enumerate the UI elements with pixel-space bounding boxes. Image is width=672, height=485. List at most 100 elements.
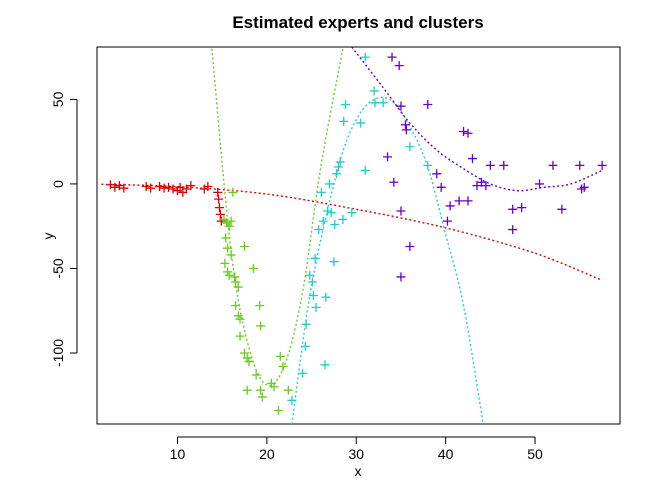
- data-point: [186, 181, 196, 191]
- data-point: [301, 319, 311, 329]
- data-point: [330, 220, 340, 230]
- data-point: [233, 282, 243, 292]
- data-point: [405, 241, 415, 251]
- data-point: [535, 179, 545, 189]
- x-tick-label: 40: [438, 446, 454, 462]
- data-point: [369, 86, 379, 96]
- data-point: [326, 208, 336, 218]
- data-point: [256, 321, 266, 331]
- data-point: [213, 187, 223, 197]
- data-point: [110, 182, 120, 192]
- data-point: [316, 187, 326, 197]
- data-point: [307, 277, 317, 287]
- data-point: [575, 160, 585, 170]
- plot-area: 10 20 30 40 50 -100 -50 0 50: [50, 46, 621, 462]
- data-point: [155, 181, 165, 191]
- data-point: [244, 356, 254, 366]
- expert-curve: [291, 96, 484, 424]
- data-point: [226, 250, 236, 260]
- data-point: [400, 120, 410, 130]
- data-point: [278, 362, 288, 372]
- data-point: [231, 301, 241, 311]
- data-point: [255, 301, 265, 311]
- data-point: [394, 61, 404, 71]
- data-point: [442, 216, 452, 226]
- x-tick-label: 10: [170, 446, 186, 462]
- data-point: [223, 243, 233, 253]
- data-point: [405, 142, 415, 152]
- data-point: [214, 194, 224, 204]
- x-tick-label: 20: [259, 446, 275, 462]
- data-point: [370, 98, 380, 108]
- data-point: [242, 385, 252, 395]
- data-point: [517, 203, 527, 213]
- data-point: [224, 270, 234, 280]
- data-point: [324, 179, 334, 189]
- data-point: [332, 169, 342, 179]
- data-point: [119, 183, 129, 193]
- data-point: [508, 204, 518, 214]
- data-point: [360, 52, 370, 62]
- data-point: [164, 182, 174, 192]
- data-point: [214, 203, 224, 213]
- data-point: [396, 206, 406, 216]
- data-point: [508, 225, 518, 235]
- y-tick-label: -100: [50, 339, 66, 367]
- data-point: [467, 154, 477, 164]
- data-point: [305, 270, 315, 280]
- series-layer: [101, 47, 607, 424]
- expert-curve: [211, 48, 344, 387]
- data-point: [220, 258, 230, 268]
- y-tick-label: 0: [50, 180, 66, 188]
- data-point: [300, 341, 310, 351]
- data-point: [423, 160, 433, 170]
- data-point: [481, 181, 491, 191]
- data-point: [269, 382, 279, 392]
- data-point: [283, 385, 293, 395]
- data-point: [335, 157, 345, 167]
- data-point: [146, 183, 156, 193]
- data-point: [499, 160, 509, 170]
- data-point: [396, 101, 406, 111]
- data-point: [168, 184, 178, 194]
- data-point: [436, 182, 446, 192]
- data-point: [318, 216, 328, 226]
- data-point: [597, 160, 607, 170]
- data-point: [224, 221, 234, 231]
- data-point: [231, 277, 241, 287]
- data-point: [203, 181, 213, 191]
- data-point: [311, 302, 321, 312]
- data-point: [347, 208, 357, 218]
- data-point: [389, 177, 399, 187]
- data-point: [459, 127, 469, 137]
- x-axis-label: x: [355, 463, 362, 479]
- data-point: [423, 99, 433, 109]
- y-tick-label: 50: [50, 91, 66, 107]
- plot-frame: [96, 46, 621, 425]
- data-point: [159, 183, 169, 193]
- data-point: [240, 348, 250, 358]
- data-point: [287, 395, 297, 405]
- data-point: [401, 125, 411, 135]
- data-point: [308, 291, 318, 301]
- expert-curve: [351, 47, 603, 192]
- data-point: [321, 292, 331, 302]
- data-point: [341, 99, 351, 109]
- data-point: [298, 368, 308, 378]
- data-point: [256, 385, 266, 395]
- data-point: [557, 204, 567, 214]
- data-point: [320, 360, 330, 370]
- expert-curve: [101, 183, 603, 281]
- data-point: [356, 118, 366, 128]
- data-point: [579, 182, 589, 192]
- data-point: [548, 160, 558, 170]
- data-point: [333, 162, 343, 172]
- data-point: [240, 241, 250, 251]
- data-point: [235, 331, 245, 341]
- data-point: [383, 152, 393, 162]
- data-point: [235, 314, 245, 324]
- data-point: [454, 196, 464, 206]
- data-point: [273, 405, 283, 415]
